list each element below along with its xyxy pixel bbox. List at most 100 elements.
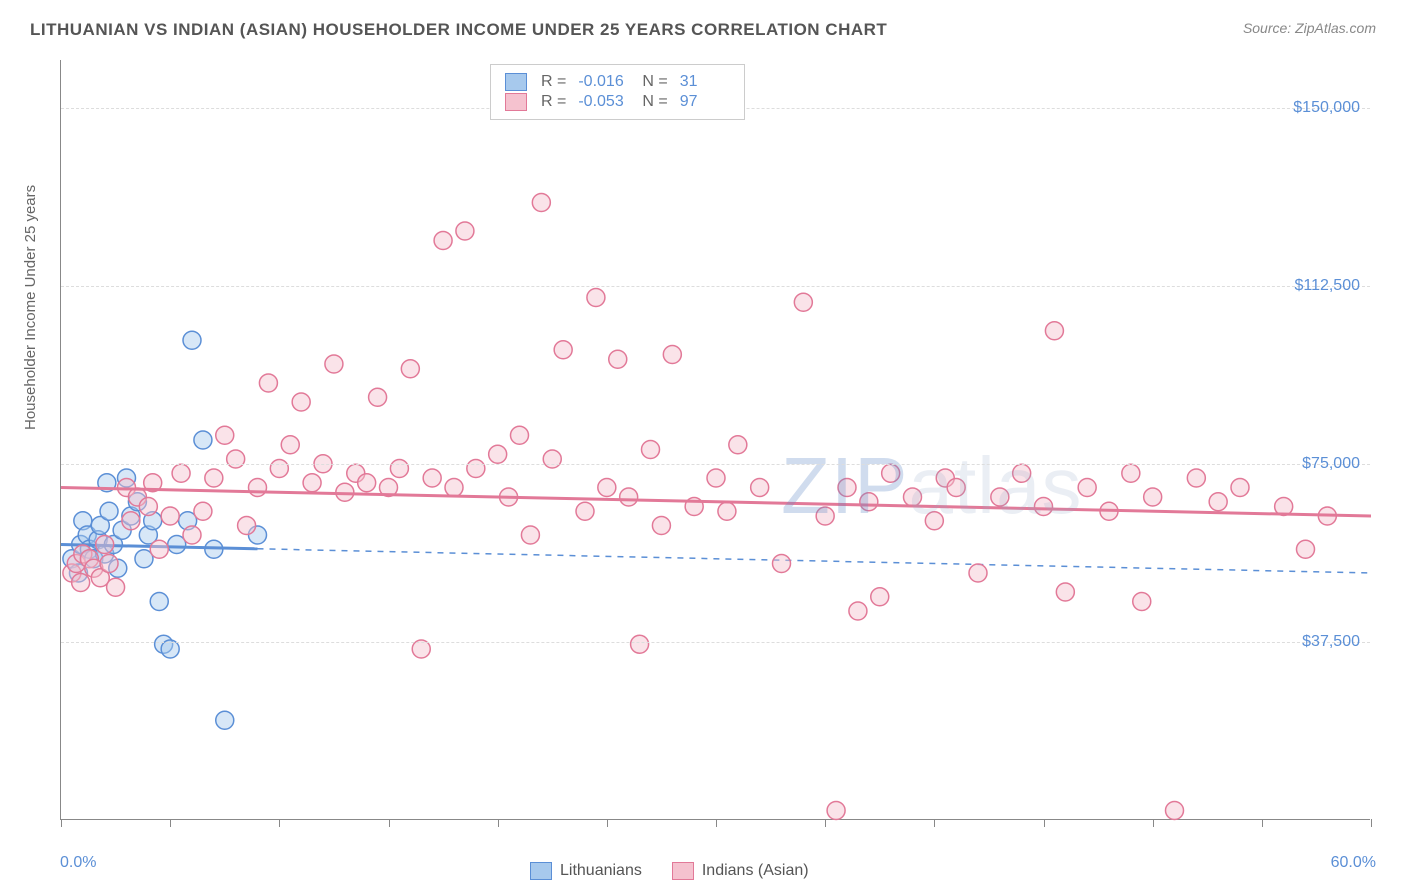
data-point [947, 479, 965, 497]
data-point [860, 493, 878, 511]
stat-n-label: N = [642, 93, 667, 111]
data-point [751, 479, 769, 497]
x-tick [1371, 819, 1372, 827]
legend-label: Lithuanians [560, 862, 642, 880]
data-point [281, 436, 299, 454]
chart-plot-area: ZIPatlas $37,500$75,000$112,500$150,000 [60, 60, 1370, 820]
x-tick [279, 819, 280, 827]
x-tick [389, 819, 390, 827]
data-point [194, 431, 212, 449]
data-point [122, 512, 140, 530]
data-point [882, 464, 900, 482]
data-point [1045, 322, 1063, 340]
data-point [1035, 498, 1053, 516]
stat-n-value: 31 [680, 73, 730, 91]
x-tick [607, 819, 608, 827]
stat-r-value: -0.053 [578, 93, 628, 111]
data-point [303, 474, 321, 492]
data-point [532, 194, 550, 212]
data-point [1166, 802, 1184, 820]
data-point [925, 512, 943, 530]
data-point [390, 460, 408, 478]
data-point [434, 232, 452, 250]
data-point [216, 711, 234, 729]
data-point [609, 350, 627, 368]
data-point [663, 346, 681, 364]
data-point [631, 635, 649, 653]
data-point [249, 479, 267, 497]
data-point [150, 593, 168, 611]
x-tick [1153, 819, 1154, 827]
data-point [369, 388, 387, 406]
data-point [401, 360, 419, 378]
data-point [849, 602, 867, 620]
data-point [773, 555, 791, 573]
data-point [1056, 583, 1074, 601]
x-tick [934, 819, 935, 827]
data-point [150, 540, 168, 558]
data-point [620, 488, 638, 506]
x-axis-max-label: 60.0% [1331, 854, 1376, 872]
bottom-legend-item: Indians (Asian) [672, 862, 809, 880]
legend-label: Indians (Asian) [702, 862, 809, 880]
source-label: Source: ZipAtlas.com [1243, 20, 1376, 36]
trend-line [61, 488, 1371, 517]
stat-n-value: 97 [680, 93, 730, 111]
stat-n-label: N = [642, 73, 667, 91]
legend-swatch [530, 862, 552, 880]
data-point [183, 331, 201, 349]
legend-row: R = -0.053 N = 97 [505, 93, 730, 111]
data-point [991, 488, 1009, 506]
legend-swatch [505, 73, 527, 91]
x-tick [825, 819, 826, 827]
data-point [587, 289, 605, 307]
legend-swatch [505, 93, 527, 111]
data-point [96, 536, 114, 554]
data-point [183, 526, 201, 544]
data-point [292, 393, 310, 411]
trend-line-dashed [258, 549, 1372, 573]
data-point [238, 517, 256, 535]
y-tick-label: $75,000 [1302, 455, 1360, 473]
data-point [1122, 464, 1140, 482]
data-point [1144, 488, 1162, 506]
data-point [205, 469, 223, 487]
bottom-legend: Lithuanians Indians (Asian) [530, 862, 809, 880]
data-point [1133, 593, 1151, 611]
data-point [794, 293, 812, 311]
bottom-legend-item: Lithuanians [530, 862, 642, 880]
data-point [904, 488, 922, 506]
gridline [61, 286, 1370, 287]
data-point [489, 445, 507, 463]
data-point [707, 469, 725, 487]
data-point [1209, 493, 1227, 511]
data-point [598, 479, 616, 497]
stat-r-label: R = [541, 73, 566, 91]
data-point [1187, 469, 1205, 487]
data-point [816, 507, 834, 525]
data-point [100, 555, 118, 573]
data-point [729, 436, 747, 454]
data-point [554, 341, 572, 359]
x-tick [716, 819, 717, 827]
data-point [72, 574, 90, 592]
data-point [227, 450, 245, 468]
data-point [1231, 479, 1249, 497]
data-point [445, 479, 463, 497]
data-point [172, 464, 190, 482]
stat-r-label: R = [541, 93, 566, 111]
y-axis-title: Householder Income Under 25 years [22, 185, 39, 430]
data-point [871, 588, 889, 606]
y-tick-label: $150,000 [1293, 99, 1360, 117]
data-point [358, 474, 376, 492]
data-point [718, 502, 736, 520]
y-tick-label: $37,500 [1302, 633, 1360, 651]
x-axis-min-label: 0.0% [60, 854, 96, 872]
data-point [642, 441, 660, 459]
data-point [325, 355, 343, 373]
data-point [969, 564, 987, 582]
data-point [1297, 540, 1315, 558]
data-point [194, 502, 212, 520]
gridline [61, 642, 1370, 643]
x-tick [1262, 819, 1263, 827]
